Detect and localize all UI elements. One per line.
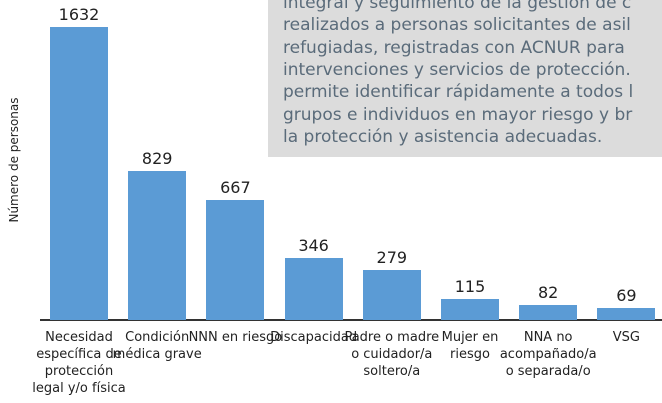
x-tick-label: Discapacidad — [270, 330, 358, 345]
bar — [50, 27, 108, 320]
x-tick-label: Necesidad específica de protección legal… — [32, 330, 126, 396]
data-label: 829 — [141, 149, 173, 169]
note-line: intervenciones y servicios de protección… — [283, 59, 631, 80]
note-line: realizados a personas solicitantes de as… — [283, 15, 631, 36]
note-box: integral y seguimiento de la gestión de … — [268, 0, 662, 157]
x-tick-label: Padre o madre o cuidador/a soltero/a — [344, 330, 440, 379]
x-tick-label: Condición médica grave — [112, 330, 202, 362]
note-line: refugiadas, registradas con ACNUR para — [283, 37, 625, 58]
bar — [128, 171, 187, 320]
data-label: 667 — [220, 178, 251, 198]
data-label: 1632 — [58, 5, 100, 25]
x-tick-label: VSG — [612, 330, 640, 345]
note-line: permite identificar rápidamente a todos … — [283, 82, 634, 103]
x-tick-label: NNA no acompañado/a o separada/o — [499, 330, 597, 379]
bar — [597, 307, 656, 320]
data-label: 82 — [538, 283, 559, 303]
y-axis-label: Número de personas — [7, 97, 21, 223]
note-line: grupos e individuos en mayor riesgo y br — [283, 104, 633, 125]
x-tick-label: Mujer en riesgo — [441, 330, 499, 362]
bar — [441, 299, 499, 320]
data-label: 346 — [298, 235, 329, 255]
baseline — [40, 319, 662, 321]
bar — [206, 200, 265, 320]
data-label: 69 — [616, 285, 637, 305]
note-line: la protección y asistencia adecuadas. — [283, 126, 603, 147]
x-tick-label: NNN en riesgo — [188, 330, 283, 345]
bar — [362, 269, 421, 320]
data-label: 115 — [454, 277, 486, 297]
data-label: 279 — [376, 247, 408, 267]
bar — [519, 305, 578, 320]
bar — [284, 257, 343, 320]
note-line: integral y seguimiento de la gestión de … — [283, 0, 632, 13]
